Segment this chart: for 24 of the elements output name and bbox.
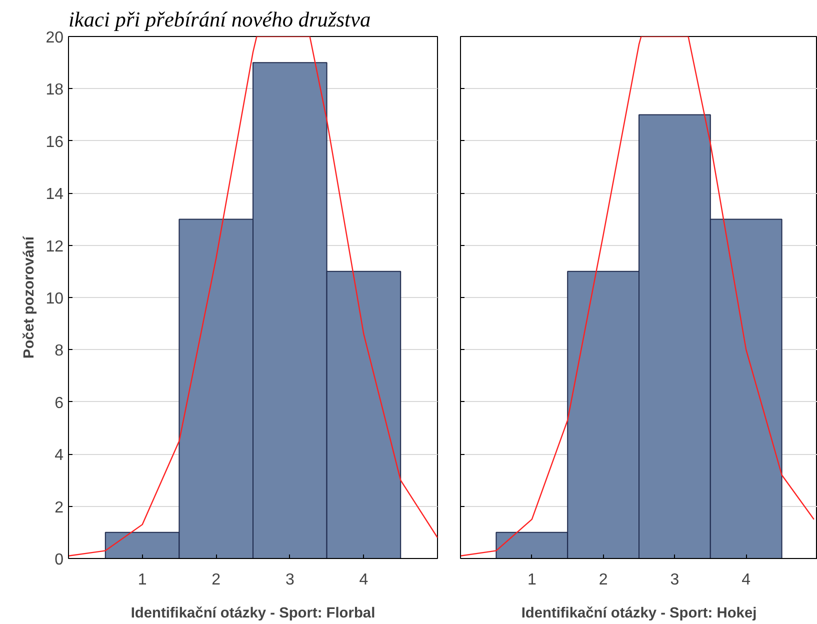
y-tick-label: 2 [54,499,64,516]
y-tick-label: 4 [54,447,64,464]
x-tick-label: 4 [742,572,751,588]
y-tick-label: 20 [46,30,64,46]
x-tick-label: 4 [359,572,368,588]
y-tick-label: 16 [46,134,64,151]
x-axis-title: Identifikační otázky - Sport: Hokej [521,606,757,622]
line-series [68,36,438,556]
y-tick-label: 12 [46,238,64,256]
x-tick-label: 2 [598,572,608,588]
y-tick-label: 6 [54,394,64,412]
x-tick-label: 3 [670,572,680,588]
chart-title: ikaci při přebírání nového družstva [68,8,371,32]
x-tick-label: 1 [527,572,536,588]
y-tick-label: 10 [46,290,64,308]
y-tick-label: 18 [46,82,64,99]
y-tick-label: 14 [46,186,64,204]
x-tick-label: 3 [285,572,294,588]
y-tick-label: 0 [54,552,64,568]
y-axis-title: Počet pozorování [22,235,38,359]
x-tick-label: 2 [212,572,221,588]
y-tick-label: 8 [54,342,64,360]
x-tick-label: 1 [138,572,147,588]
x-axis-title: Identifikační otázky - Sport: Florbal [130,606,376,622]
